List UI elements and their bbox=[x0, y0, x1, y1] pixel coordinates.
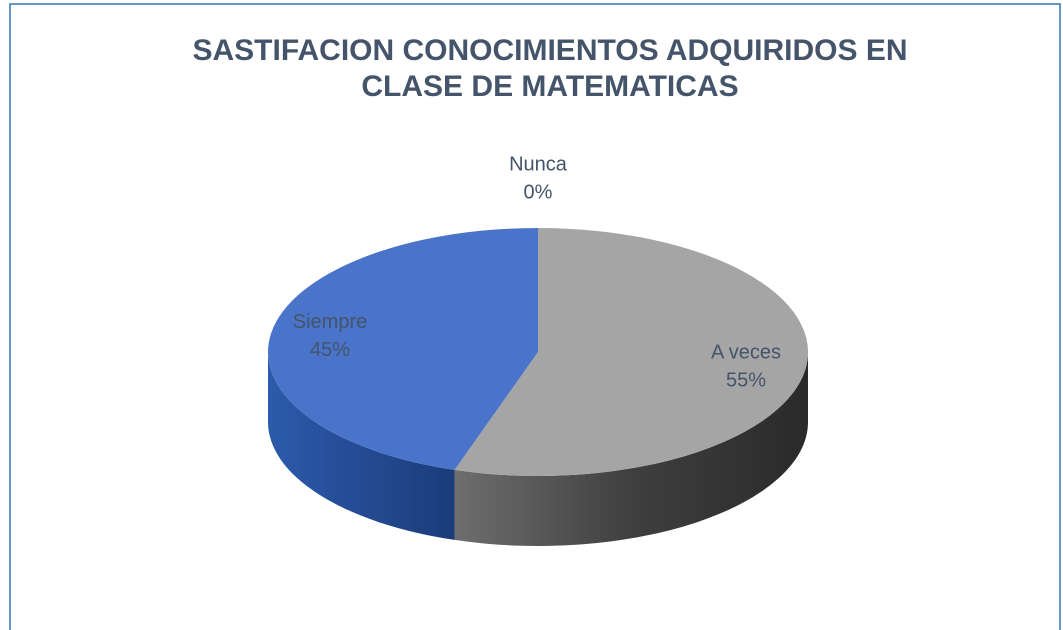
data-label-name: A veces bbox=[711, 341, 781, 363]
data-label: 45% bbox=[310, 339, 350, 361]
slice bbox=[268, 228, 538, 470]
chart-title: CLASE DE MATEMATICAS bbox=[361, 70, 738, 103]
slice bbox=[454, 228, 808, 476]
data-label-name: Siempre bbox=[293, 311, 367, 333]
data-label: 55% bbox=[726, 369, 766, 391]
data-label: 0% bbox=[524, 182, 553, 204]
data-label-name: Nunca bbox=[509, 154, 568, 176]
chart-title: SASTIFACION CONOCIMIENTOS ADQUIRIDOS EN bbox=[192, 34, 907, 67]
slice-side bbox=[454, 352, 808, 547]
slice-side bbox=[268, 352, 455, 540]
